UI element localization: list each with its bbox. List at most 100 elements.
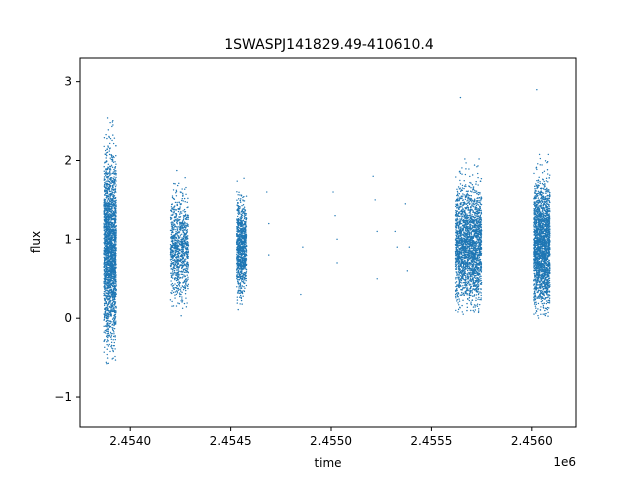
data-point: [241, 256, 243, 258]
data-point: [174, 183, 176, 185]
data-point: [457, 302, 459, 304]
data-point: [237, 211, 240, 213]
data-point: [106, 294, 108, 297]
data-point: [187, 257, 189, 259]
data-point: [237, 229, 240, 232]
data-point: [105, 301, 107, 303]
data-point: [186, 229, 189, 231]
data-point: [243, 200, 246, 202]
data-point: [475, 214, 477, 217]
data-point: [112, 339, 114, 341]
data-point: [111, 184, 114, 187]
data-point: [107, 334, 109, 337]
data-point: [106, 292, 108, 294]
data-point: [112, 335, 115, 338]
data-point: [110, 219, 112, 221]
data-point: [179, 208, 181, 210]
data-point: [106, 262, 108, 265]
data-point: [104, 282, 107, 285]
data-point: [241, 243, 244, 245]
data-point: [108, 315, 110, 318]
data-point: [172, 284, 175, 286]
data-point: [107, 274, 109, 277]
data-point: [103, 325, 105, 328]
data-point: [181, 277, 183, 279]
data-point: [236, 260, 239, 262]
data-point: [244, 224, 246, 226]
data-point: [467, 204, 469, 207]
data-point: [241, 214, 244, 217]
data-point: [244, 228, 246, 230]
data-point: [170, 217, 173, 219]
data-point: [236, 239, 238, 241]
data-point: [174, 294, 176, 296]
data-point: [103, 316, 106, 319]
data-point: [170, 209, 172, 211]
data-point: [105, 234, 107, 236]
data-point: [182, 195, 184, 197]
data-point: [184, 251, 187, 253]
data-point: [183, 214, 185, 217]
data-point: [113, 261, 116, 263]
data-point: [176, 231, 179, 234]
data-point: [172, 269, 174, 271]
data-point: [113, 208, 115, 210]
data-point: [104, 249, 106, 252]
data-point: [105, 296, 108, 299]
data-point: [179, 225, 181, 227]
data-point: [104, 178, 106, 181]
data-point: [109, 279, 112, 281]
data-point: [456, 217, 459, 219]
data-point: [185, 271, 187, 273]
data-point: [112, 124, 114, 126]
data-point: [108, 234, 111, 236]
data-point: [179, 259, 182, 262]
data-point: [104, 288, 106, 291]
data-point: [239, 211, 241, 213]
data-point: [174, 283, 176, 285]
data-point: [114, 221, 116, 223]
data-point: [179, 249, 182, 251]
data-point: [173, 237, 175, 240]
data-point: [237, 265, 240, 268]
data-point: [240, 240, 242, 242]
data-point: [172, 263, 174, 266]
data-point: [107, 345, 110, 347]
data-point: [103, 246, 106, 249]
data-point: [106, 348, 108, 350]
data-point: [181, 285, 184, 287]
data-point: [467, 274, 469, 276]
data-point: [242, 204, 245, 206]
data-point: [115, 306, 117, 309]
data-point: [104, 281, 107, 283]
data-point: [236, 299, 239, 301]
data-point: [105, 361, 108, 364]
data-point: [241, 260, 243, 263]
data-point: [187, 287, 189, 290]
data-point: [181, 246, 183, 248]
data-point: [113, 231, 115, 234]
data-point: [236, 271, 238, 274]
data-point: [236, 250, 238, 252]
data-point: [112, 120, 114, 122]
data-point: [113, 197, 115, 200]
data-point: [177, 225, 179, 228]
data-point: [104, 227, 106, 229]
data-point: [183, 229, 185, 231]
data-point: [115, 228, 117, 230]
data-point: [110, 259, 112, 261]
data-point: [239, 248, 242, 250]
data-point: [113, 281, 115, 284]
data-point: [105, 197, 107, 199]
data-point: [174, 234, 176, 236]
data-point: [114, 275, 117, 277]
data-point: [244, 267, 247, 269]
data-point: [105, 192, 107, 195]
data-point: [109, 243, 111, 245]
data-point: [103, 145, 105, 148]
data-point: [463, 185, 466, 187]
data-point: [468, 200, 470, 202]
data-point: [186, 274, 188, 276]
data-point: [108, 135, 110, 138]
data-point: [115, 311, 117, 313]
